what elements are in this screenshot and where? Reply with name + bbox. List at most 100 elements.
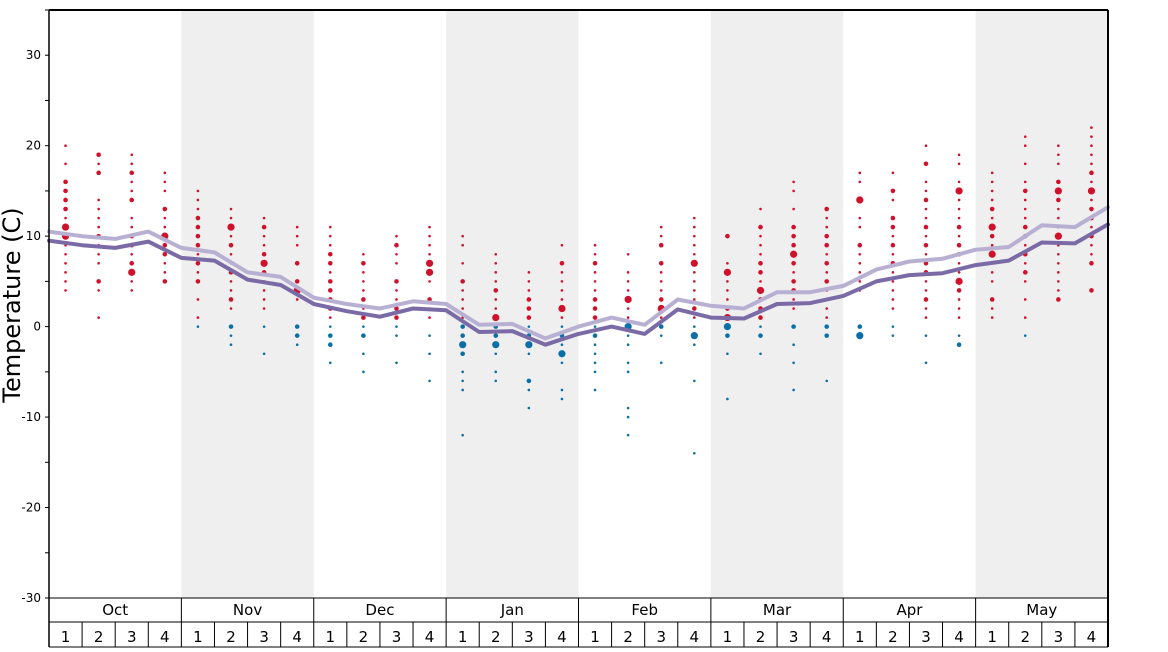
data-point [957, 207, 961, 211]
data-point [361, 260, 366, 266]
data-point [726, 261, 729, 265]
data-point [693, 451, 696, 455]
y-tick-label: 0 [33, 320, 41, 334]
data-point [791, 279, 796, 284]
data-point [791, 233, 796, 239]
data-point [791, 324, 796, 329]
data-point [989, 206, 995, 212]
data-point [593, 343, 597, 347]
data-point [228, 242, 234, 248]
data-point [262, 352, 266, 356]
data-point [394, 279, 399, 284]
month-label: Apr [896, 601, 923, 619]
data-point [560, 397, 564, 401]
data-point [428, 225, 431, 229]
data-point [394, 242, 399, 248]
data-point [759, 280, 762, 283]
data-point [759, 352, 762, 356]
month-band-shade [181, 10, 314, 598]
week-label: 2 [226, 628, 236, 646]
data-point [626, 252, 630, 256]
data-point [593, 252, 597, 256]
data-point [97, 225, 100, 229]
week-label: 1 [987, 628, 997, 646]
data-point [758, 224, 763, 230]
data-point [891, 289, 895, 292]
data-point [361, 297, 366, 302]
data-point [1023, 207, 1027, 211]
data-point [923, 161, 929, 167]
data-point [229, 216, 233, 220]
data-point [759, 234, 762, 238]
data-point [956, 224, 962, 230]
data-point [64, 261, 67, 265]
data-point [1057, 271, 1060, 274]
data-point [1090, 126, 1093, 129]
data-point [459, 341, 467, 349]
data-point [792, 207, 795, 211]
data-point [990, 280, 994, 283]
data-point [924, 280, 928, 283]
data-point [64, 162, 67, 166]
data-point [195, 260, 201, 266]
data-point [361, 315, 366, 320]
data-point [693, 289, 696, 292]
week-label: 4 [557, 628, 567, 646]
data-point [593, 243, 597, 247]
data-point [858, 180, 862, 184]
data-point [957, 298, 961, 301]
data-point [1023, 334, 1027, 337]
data-point [924, 180, 928, 184]
data-point [759, 243, 762, 247]
data-point [857, 242, 863, 248]
data-point [130, 280, 134, 283]
data-point [1087, 187, 1096, 195]
data-point [924, 234, 928, 238]
data-point [759, 252, 762, 256]
data-point [526, 306, 532, 311]
data-point [858, 271, 862, 274]
data-point [1023, 180, 1027, 184]
data-point [294, 333, 300, 338]
data-point [130, 225, 134, 229]
data-point [327, 342, 333, 348]
data-point [1090, 153, 1093, 157]
data-point [229, 334, 233, 337]
data-point [792, 361, 795, 365]
data-point [494, 261, 498, 265]
data-point [494, 379, 498, 383]
data-point [593, 370, 597, 374]
data-point [526, 378, 532, 384]
data-point [328, 234, 332, 238]
data-point [96, 279, 101, 284]
data-point [395, 334, 398, 337]
data-point [494, 252, 498, 256]
data-point [924, 144, 928, 147]
data-point [527, 271, 531, 274]
data-point [228, 297, 234, 302]
data-point [425, 259, 434, 267]
data-point [1057, 261, 1060, 265]
data-point [196, 298, 200, 301]
data-point [1023, 144, 1027, 147]
data-point [791, 242, 796, 248]
data-point [461, 433, 464, 437]
data-point [262, 234, 266, 238]
data-point [362, 252, 365, 256]
week-label: 1 [193, 628, 203, 646]
data-point [1057, 252, 1060, 256]
data-point [461, 234, 464, 238]
data-point [129, 197, 135, 203]
data-point [990, 189, 994, 193]
data-point [162, 242, 168, 248]
data-point [461, 379, 464, 383]
data-point [558, 304, 566, 313]
data-point [63, 179, 68, 185]
data-point [891, 198, 895, 202]
data-point [693, 316, 696, 319]
data-point [693, 252, 696, 256]
data-point [626, 361, 630, 365]
data-point [1090, 198, 1093, 202]
y-tick-label: 20 [26, 139, 41, 153]
